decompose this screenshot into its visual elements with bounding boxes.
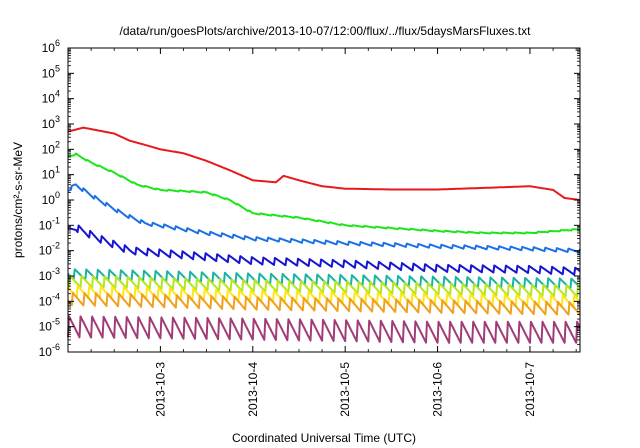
y-tick-label: 102 [42,139,60,156]
series-line-1 [67,126,581,201]
y-tick-label: 10-6 [39,342,60,359]
x-tick-label: 2013-10-6 [431,362,445,417]
y-tick-label: 10-4 [39,291,60,308]
y-tick-label: 104 [42,89,60,106]
series-line-6 [67,274,581,298]
y-tick-label: 10-5 [39,317,60,334]
x-tick-label: 2013-10-7 [523,362,537,417]
series-line-2 [67,152,580,235]
y-tick-label: 100 [42,190,60,207]
series-line-3 [67,183,581,254]
series-line-4 [67,224,581,276]
y-tick-label: 10-1 [39,215,60,232]
y-axis-label: protons/cm²-s-sr-MeV [11,142,25,258]
y-tick-label: 10-3 [39,266,60,283]
x-tick-label: 2013-10-4 [246,362,260,417]
x-axis-label: Coordinated Universal Time (UTC) [232,431,416,445]
x-tick-label: 2013-10-3 [153,362,167,417]
series-line-8 [67,291,581,316]
y-axis: 10-6 10-5 10-4 10-3 10-2 10-1 100 101 102 103 104 1… [39,38,580,359]
x-axis: 2013-10-3 2013-10-4 2013-10-5 2013-10-6 2013… [90,48,577,417]
y-tick-label: 105 [42,63,60,80]
y-tick-label: 106 [42,38,60,55]
series-layer [67,126,581,344]
y-tick-label: 101 [42,165,60,182]
y-tick-label: 10-2 [39,241,60,258]
y-tick-label: 103 [42,114,60,131]
chart-title: /data/run/goesPlots/archive/2013-10-07/1… [120,24,532,38]
x-tick-label: 2013-10-5 [338,362,352,417]
series-line-9 [67,315,581,344]
